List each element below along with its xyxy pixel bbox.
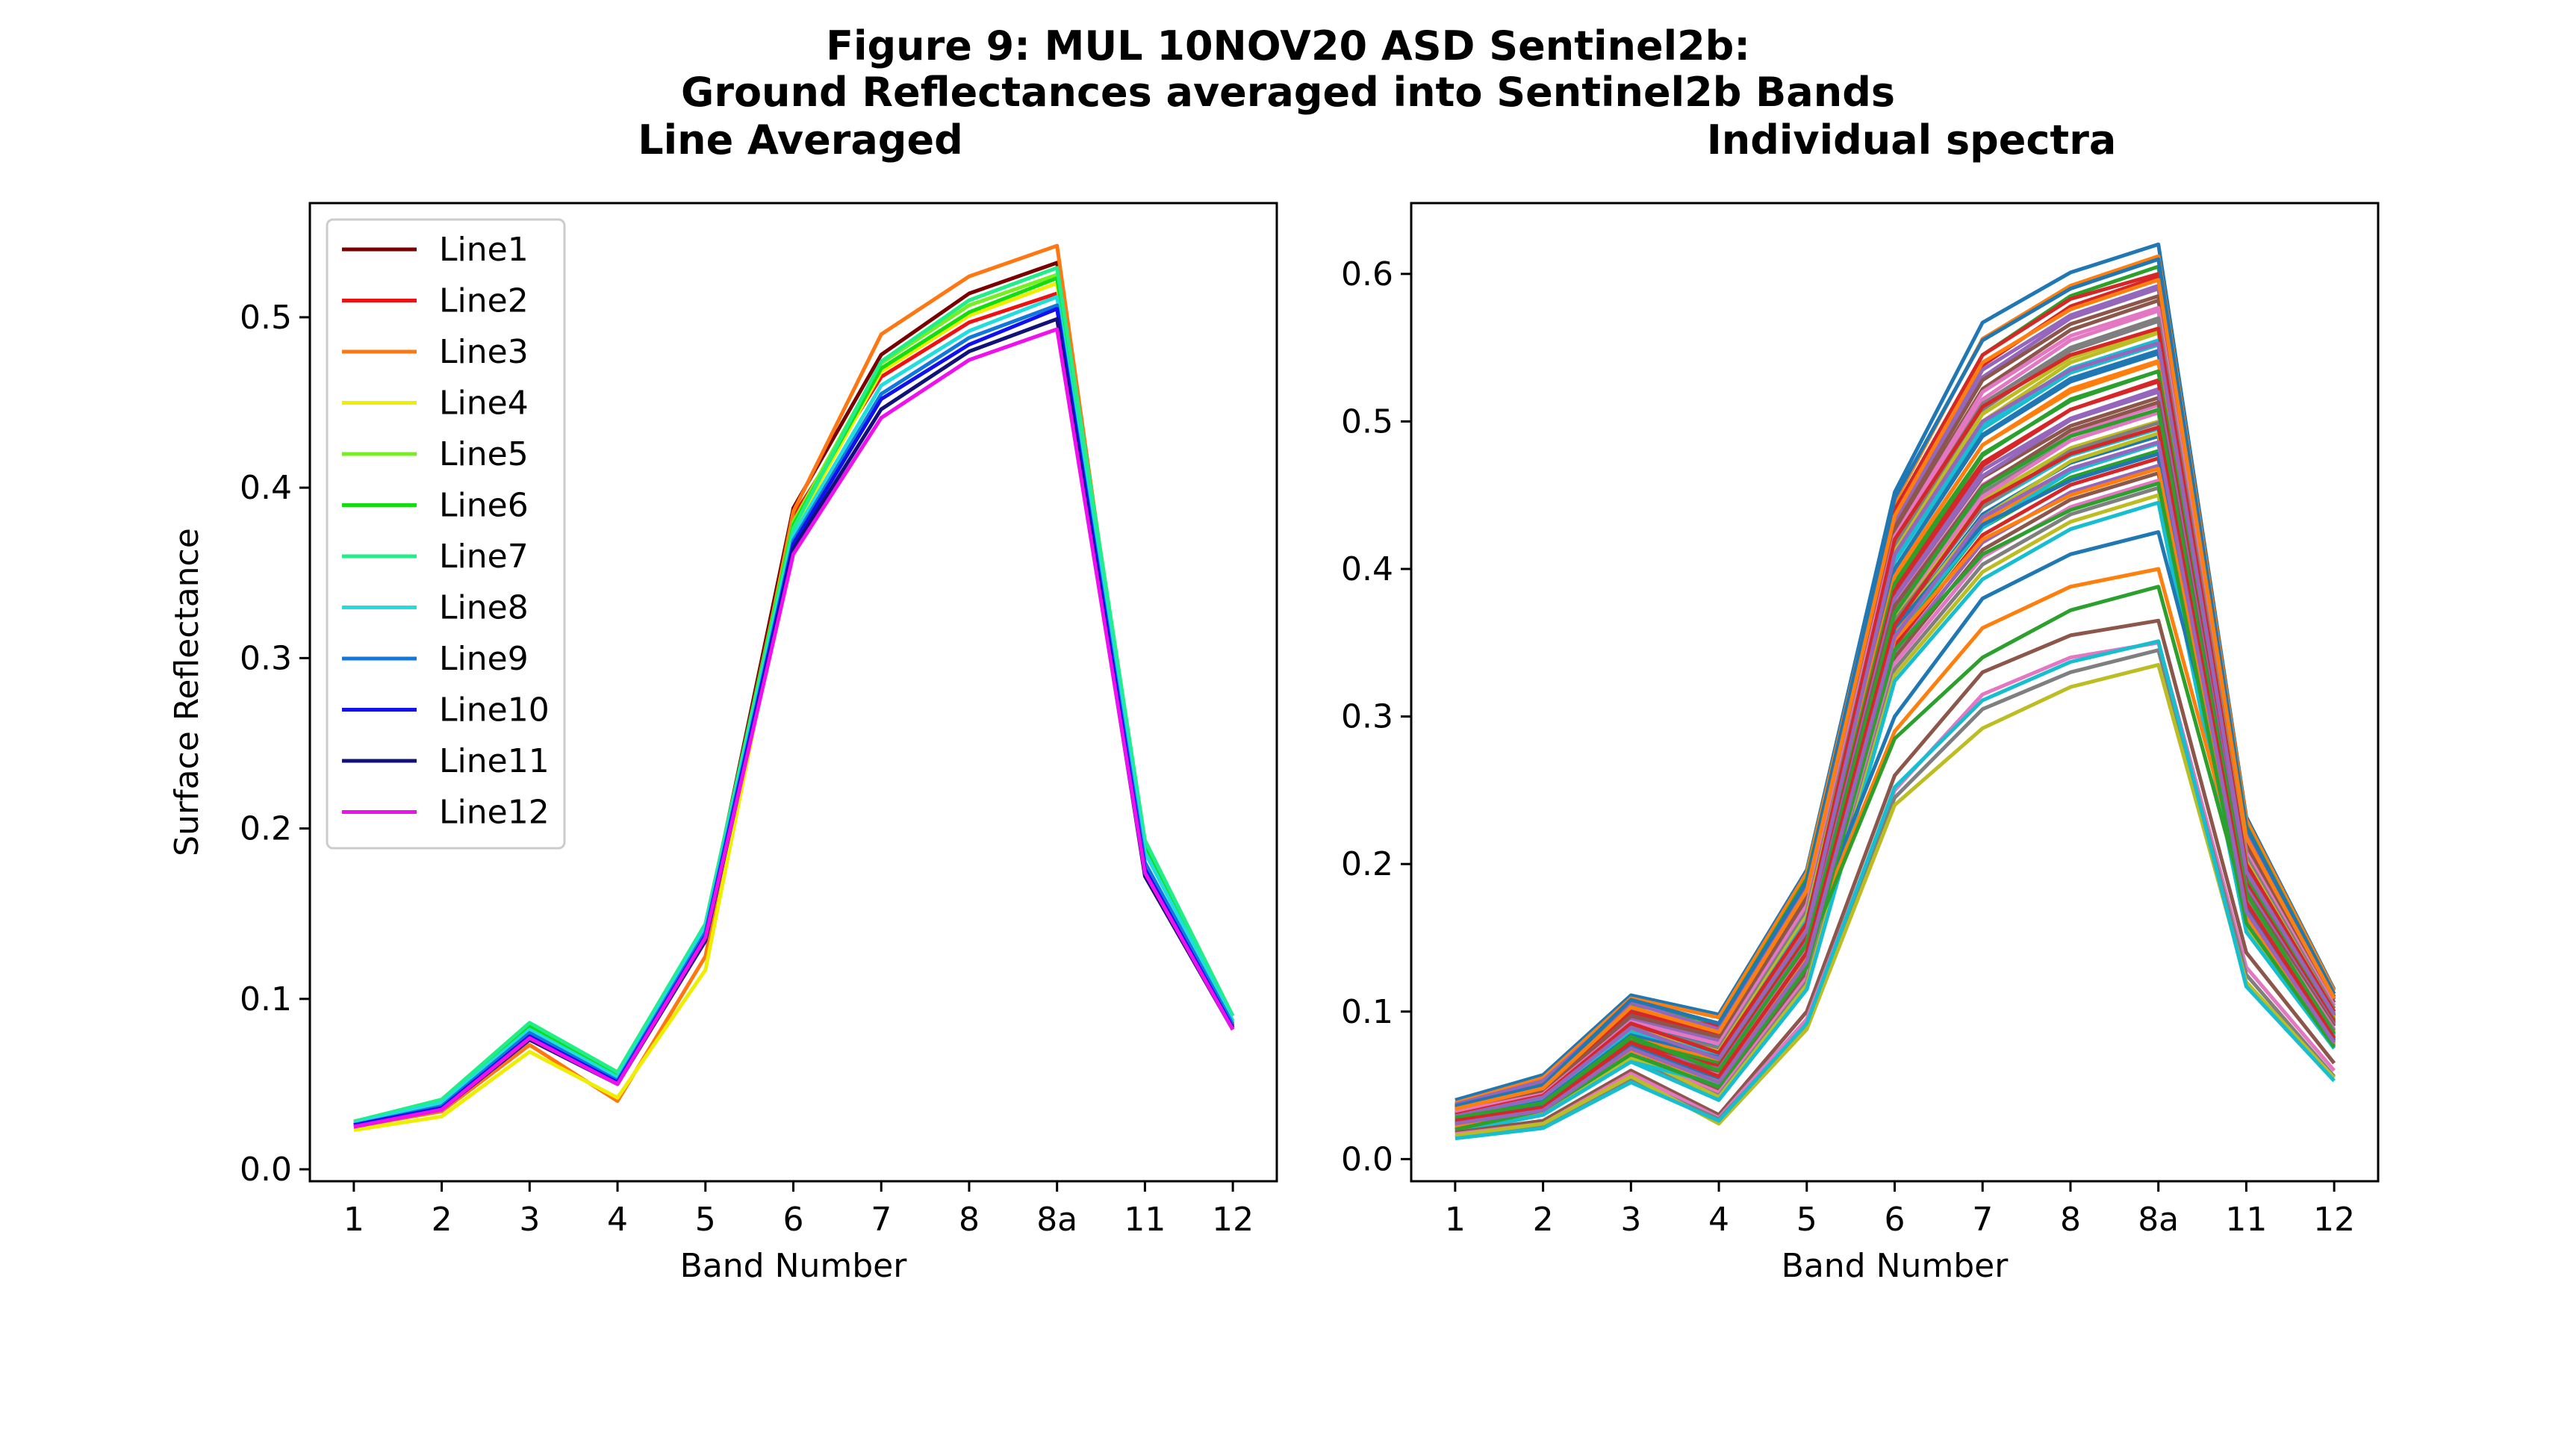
y-tick-label: 0.3 — [240, 639, 292, 677]
x-tick-label: 3 — [1620, 1201, 1641, 1239]
spectrum-line-65 — [1455, 440, 2336, 1126]
spectrum-line-63 — [1455, 408, 2336, 1120]
y-tick-label: 0.6 — [1341, 255, 1393, 293]
x-tick-label: 2 — [1533, 1201, 1554, 1239]
legend-label-line2: Line2 — [439, 282, 529, 320]
x-tick-label: 4 — [1708, 1201, 1729, 1239]
legend-label-line3: Line3 — [439, 333, 529, 371]
spectrum-line-61 — [1455, 257, 2336, 1108]
x-tick-label: 6 — [783, 1201, 804, 1239]
x-tick-label: 6 — [1885, 1201, 1905, 1239]
legend-label-line5: Line5 — [439, 435, 529, 473]
x-tick-label: 1 — [1445, 1201, 1466, 1239]
x-tick-label: 12 — [2313, 1201, 2355, 1239]
x-tick-label: 7 — [1972, 1201, 1993, 1239]
spectrum-line-56 — [1455, 618, 2336, 1135]
y-tick-label: 0.5 — [240, 299, 292, 337]
x-tick-label: 7 — [871, 1201, 892, 1239]
legend-label-line6: Line6 — [439, 487, 529, 525]
y-tick-label: 0.1 — [1341, 993, 1393, 1031]
series-line-line7 — [353, 266, 1235, 1124]
y-axis-label: Surface Reflectance — [168, 528, 206, 856]
figure-title-line2: Ground Reflectances averaged into Sentin… — [681, 69, 1895, 116]
y-tick-label: 0.1 — [240, 980, 292, 1018]
right-chart-title: Individual spectra — [1707, 116, 2117, 164]
legend: Line1 Line2 Line3 Line4 Line5 Line6 Line7 Line8… — [326, 218, 566, 850]
legend-label-line8: Line8 — [439, 589, 529, 627]
x-tick-label: 1 — [343, 1201, 364, 1239]
x-tick-label: 11 — [2225, 1201, 2267, 1239]
spectrum-line-62 — [1455, 278, 2336, 1111]
x-tick-label: 11 — [1124, 1201, 1166, 1239]
x-tick-label: 8 — [2060, 1201, 2081, 1239]
legend-label-line10: Line10 — [439, 691, 550, 729]
x-tick-label: 3 — [519, 1201, 540, 1239]
right-chart: 1 2 3 4 5 6 7 8 8a 11 120.00.10.20.30.40.50.6Band … — [1341, 202, 2380, 1285]
y-tick-label: 0.2 — [1341, 845, 1393, 883]
legend-box — [326, 218, 566, 850]
x-tick-label: 12 — [1212, 1201, 1254, 1239]
y-tick-label: 0.2 — [240, 810, 292, 848]
spectrum-line-59 — [1455, 662, 2336, 1138]
series-line-line12 — [353, 327, 1235, 1129]
x-tick-label: 8a — [1036, 1201, 1077, 1239]
x-tick-label: 2 — [432, 1201, 452, 1239]
y-tick-label: 0.4 — [1341, 550, 1393, 588]
y-tick-label: 0.4 — [240, 469, 292, 507]
y-tick-label: 0.5 — [1341, 402, 1393, 441]
spectrum-line-55 — [1455, 341, 2336, 1119]
spectrum-line-53 — [1455, 481, 2336, 1132]
legend-label-line12: Line12 — [439, 794, 550, 832]
legend-label-line4: Line4 — [439, 385, 529, 423]
figure-title-line1: Figure 9: MUL 10NOV20 ASD Sentinel2b: — [826, 22, 1750, 69]
spectrum-line-64 — [1455, 425, 2336, 1123]
x-tick-label: 8a — [2138, 1201, 2179, 1239]
x-axis-label: Band Number — [1782, 1247, 2009, 1285]
legend-label-line9: Line9 — [439, 640, 529, 678]
legend-label-line1: Line1 — [439, 231, 529, 269]
y-tick-label: 0.3 — [1341, 698, 1393, 736]
legend-label-line7: Line7 — [439, 538, 529, 576]
left-chart-title: Line Averaged — [638, 116, 962, 164]
y-tick-label: 0.0 — [240, 1151, 292, 1189]
spectrum-line-54 — [1455, 326, 2336, 1117]
y-tick-label: 0.0 — [1341, 1140, 1393, 1178]
spectrum-line-60 — [1455, 639, 2336, 1141]
legend-label-line11: Line11 — [439, 742, 550, 780]
x-tick-label: 5 — [695, 1201, 716, 1239]
x-axis-label: Band Number — [680, 1247, 908, 1285]
x-tick-label: 8 — [959, 1201, 980, 1239]
x-tick-label: 5 — [1796, 1201, 1817, 1239]
x-tick-label: 4 — [607, 1201, 628, 1239]
